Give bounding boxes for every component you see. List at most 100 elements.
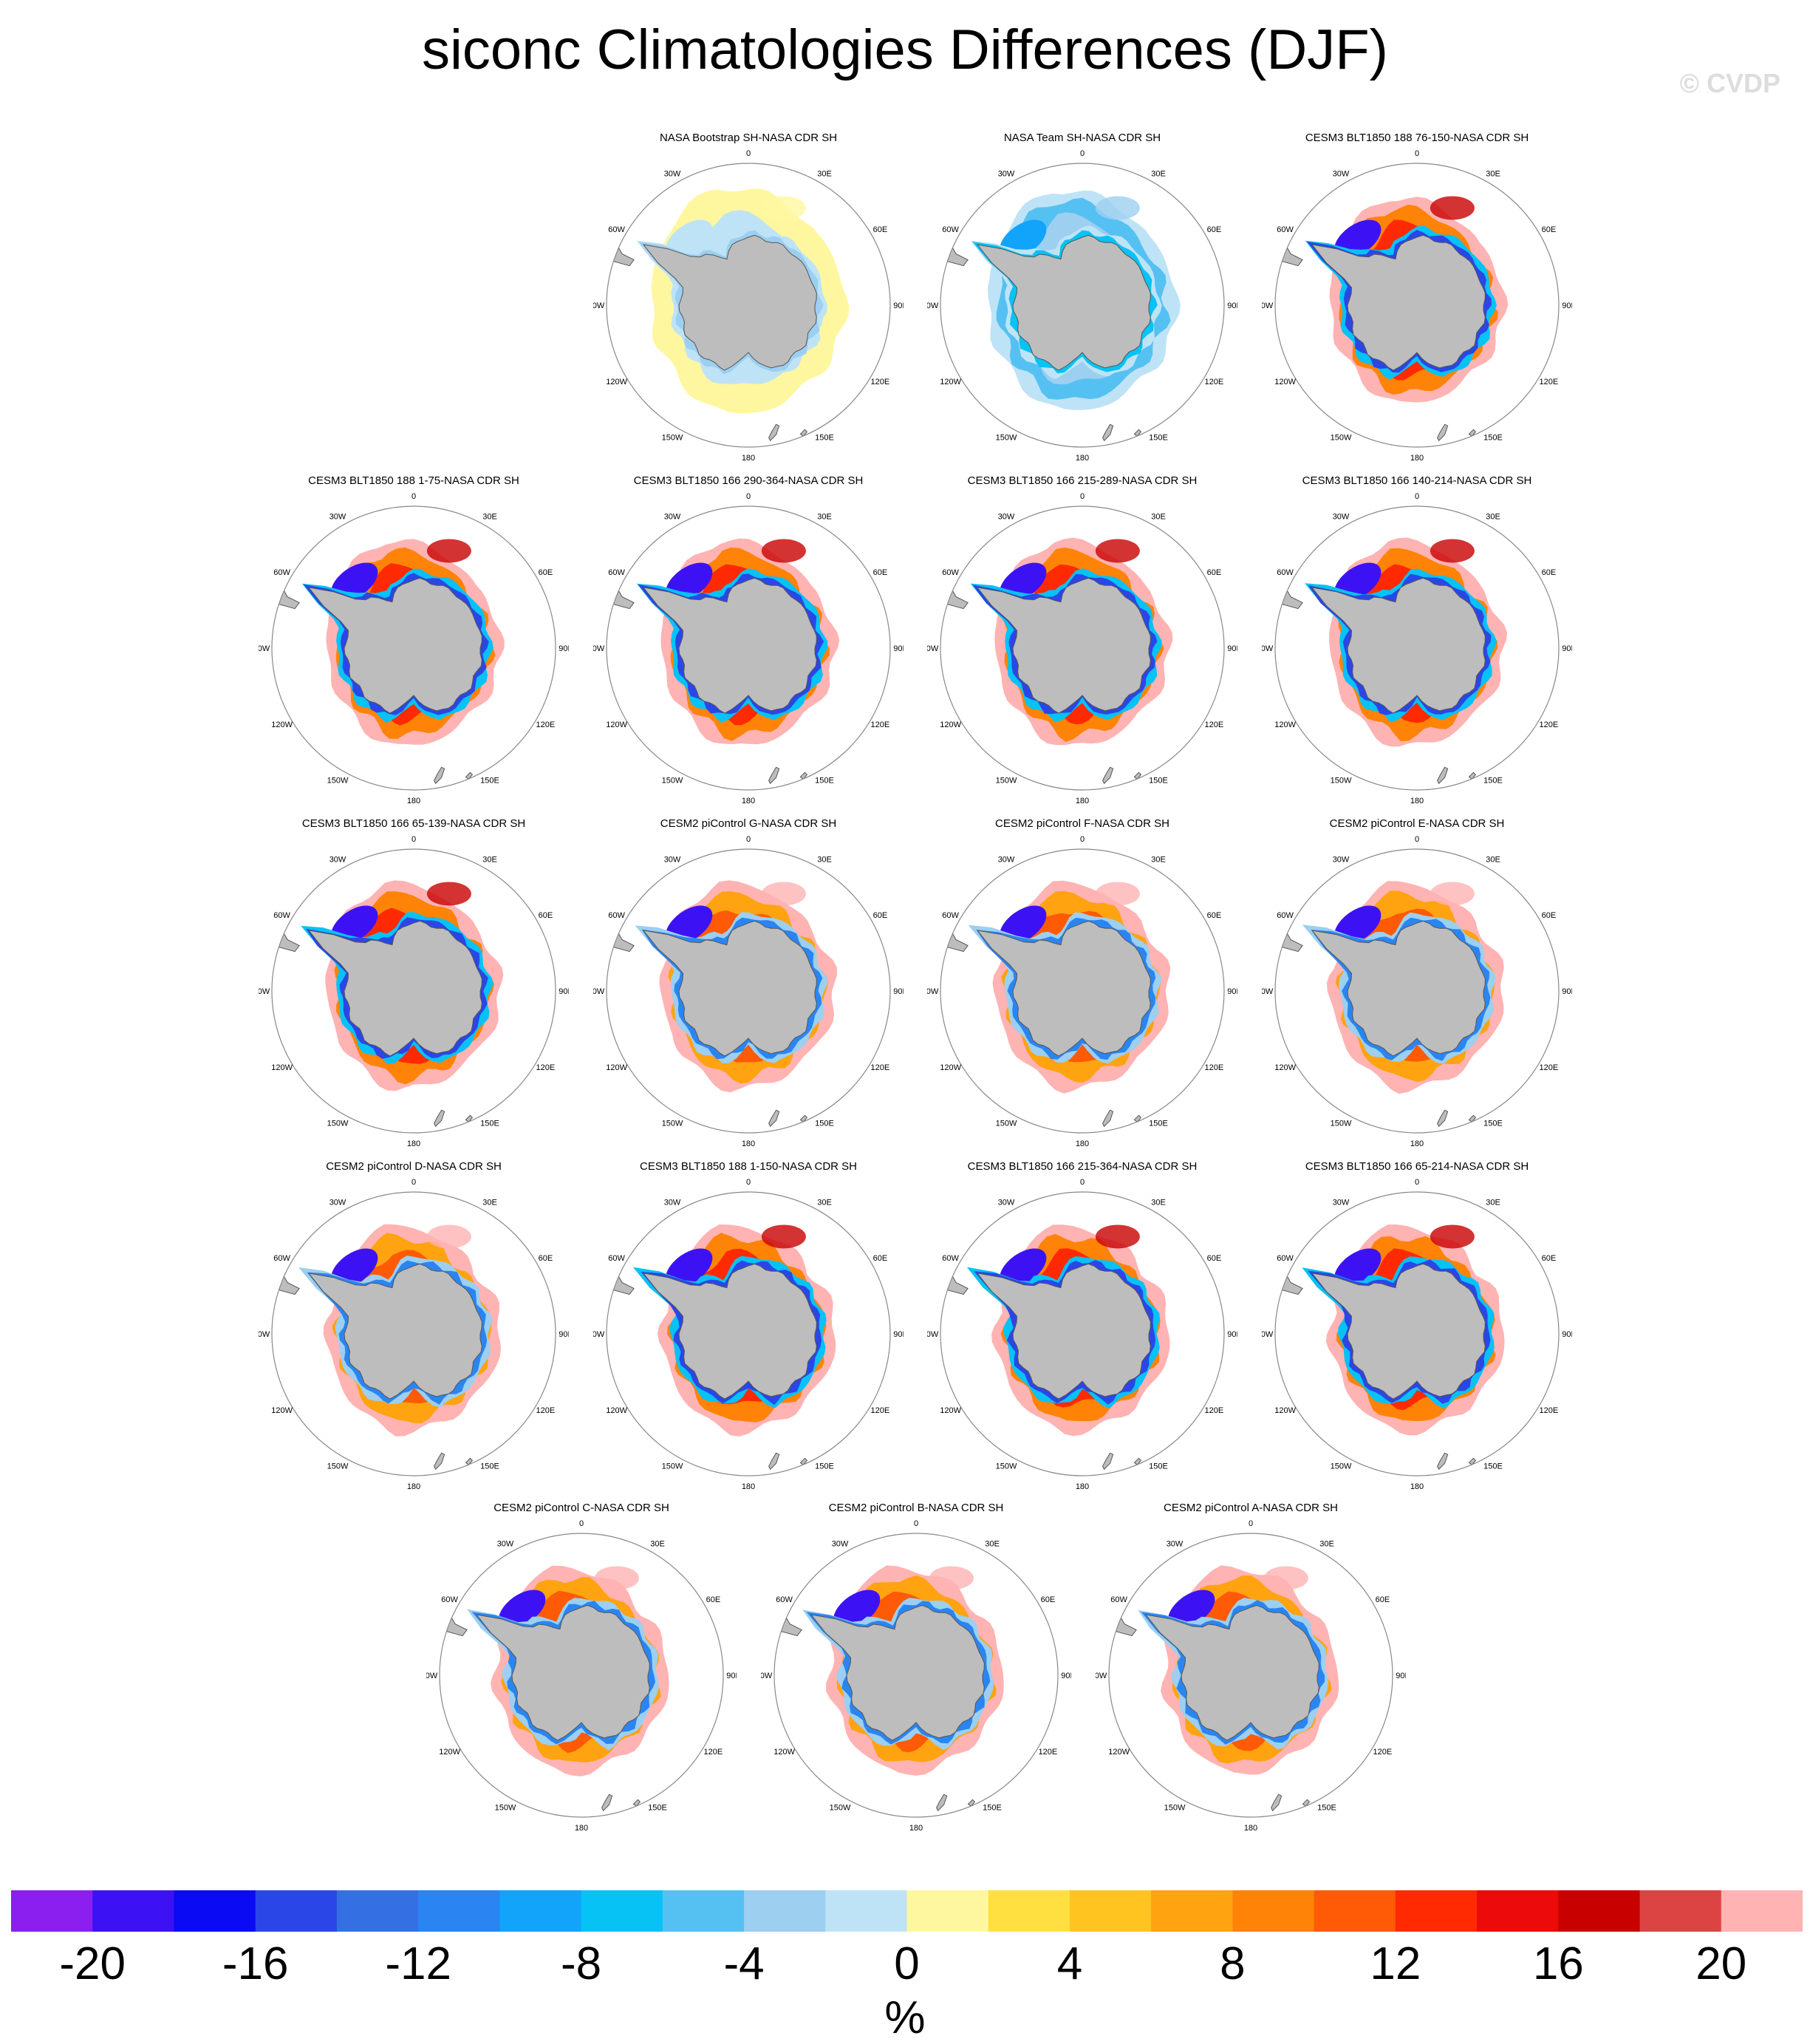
antarctica-landmass [642,920,817,1057]
longitude-label: 60E [873,225,888,234]
antarctica-landmass [1311,1263,1486,1400]
map-panel: CESM2 piControl A-NASA CDR SH 0 30E 60E 90E 1… [1096,1502,1406,1842]
map-panel: CESM3 BLT1850 188 76-150-NASA CDR SH 0 30E… [1262,132,1572,471]
longitude-label: 90W [593,644,605,653]
map-boundary [940,1191,1225,1476]
map-boundary [606,163,891,448]
map-panel: NASA Bootstrap SH-NASA CDR SH 0 30E 60E 90E 1… [593,132,904,471]
colorbar-swatch [662,1890,745,1932]
longitude-label: 150W [662,1462,683,1471]
longitude-label: 30W [1333,170,1350,179]
panel-title: CESM3 BLT1850 166 65-139-NASA CDR SH [301,817,526,830]
map-boundary [1274,848,1560,1134]
polar-map: 0 30E 60E 90E 120E 150E 180 150W 120W 90W 60W 30W [593,492,904,805]
longitude-label: 120E [704,1748,723,1757]
longitude-label: 150W [996,433,1017,442]
longitude-label: 30E [1319,1540,1334,1549]
longitude-label: 120E [1540,720,1559,729]
antarctica-landmass [475,1604,650,1741]
map-panel: CESM3 BLT1850 166 215-364-NASA CDR SH 0 30… [927,1160,1237,1500]
longitude-label: 30E [985,1540,1000,1549]
colorbar-tick-label: -20 [59,1938,126,1989]
longitude-label: 150E [983,1803,1002,1812]
longitude-label: 180 [742,797,755,805]
longitude-label: 30W [664,513,681,522]
map-boundary [940,163,1225,448]
colorbar-swatch [744,1890,826,1932]
longitude-label: 120E [871,1063,890,1072]
longitude-label: 90E [893,987,904,996]
longitude-label: 90E [1061,1672,1071,1680]
colorbar-tick-label: 12 [1370,1938,1421,1989]
map-panel: CESM3 BLT1850 166 215-289-NASA CDR SH 0 30… [927,474,1237,814]
longitude-label: 120W [940,378,961,386]
panel-title: CESM2 piControl A-NASA CDR SH [1164,1502,1338,1514]
longitude-label: 90W [927,644,939,653]
watermark: © CVDP [1679,68,1780,98]
map-boundary [606,1191,891,1476]
colorbar-tick-label: 4 [1056,1938,1083,1989]
longitude-label: 30W [998,856,1015,865]
antarctica-landmass [1311,234,1486,371]
longitude-label: 150W [996,1119,1017,1128]
antarctica-landmass [307,577,482,714]
panel-title: CESM3 BLT1850 188 76-150-NASA CDR SH [1305,132,1529,144]
longitude-label: 30W [1167,1540,1184,1549]
longitude-label: 0 [746,492,751,501]
longitude-label: 90E [1227,644,1237,653]
antarctica-landmass [1311,577,1486,714]
longitude-label: 120W [940,1063,961,1072]
longitude-label: 90W [927,987,939,996]
longitude-label: 60W [608,911,625,920]
longitude-label: 60E [706,1595,721,1604]
longitude-label: 120E [871,378,890,386]
panel-title: CESM3 BLT1850 188 1-150-NASA CDR SH [639,1160,858,1173]
longitude-label: 120E [1373,1748,1393,1757]
longitude-label: 150W [996,1462,1017,1471]
longitude-label: 150W [662,776,683,785]
longitude-label: 150W [662,1119,683,1128]
longitude-label: 90W [259,1330,270,1339]
longitude-label: 60W [273,911,290,920]
longitude-label: 120E [871,720,890,729]
longitude-label: 60E [1207,225,1222,234]
longitude-label: 30W [329,1199,346,1207]
colorbar-tick-label: -16 [222,1938,289,1989]
longitude-label: 150W [327,776,349,785]
longitude-label: 30E [1151,1199,1166,1207]
longitude-label: 120E [1205,1406,1224,1415]
longitude-label: 180 [1076,1139,1089,1148]
longitude-label: 120W [606,378,627,386]
longitude-label: 30W [497,1540,514,1549]
longitude-label: 150W [1331,433,1352,442]
polar-map: 0 30E 60E 90E 120E 150E 180 150W 120W 90W 60W 30W [593,1178,904,1491]
polar-map: 0 30E 60E 90E 120E 150E 180 150W 120W 90W 60W 30W [927,149,1237,463]
longitude-label: 90W [1262,644,1274,653]
map-panel: NASA Team SH-NASA CDR SH 0 30E 60E 90E 120E 15… [927,132,1237,471]
longitude-label: 180 [1410,1482,1424,1491]
longitude-label: 90E [1562,1330,1572,1339]
map-panel: CESM2 piControl G-NASA CDR SH 0 30E 60E 90E 1… [593,817,904,1157]
longitude-label: 30W [329,513,346,522]
longitude-label: 180 [407,1139,420,1148]
longitude-label: 60W [776,1595,793,1604]
longitude-label: 120W [1274,1406,1296,1415]
map-boundary [606,848,891,1134]
map-boundary [1274,163,1560,448]
longitude-label: 150E [1149,433,1168,442]
longitude-label: 120E [536,1406,556,1415]
longitude-label: 120W [271,1063,293,1072]
longitude-label: 120W [606,720,627,729]
polar-map: 0 30E 60E 90E 120E 150E 180 150W 120W 90W 60W 30W [927,1178,1237,1491]
longitude-label: 30E [482,513,497,522]
antarctica-landmass [810,1604,985,1741]
longitude-label: 0 [411,492,416,501]
longitude-label: 180 [1076,797,1089,805]
longitude-label: 60E [1207,911,1222,920]
panel-title: CESM3 BLT1850 166 140-214-NASA CDR SH [1302,474,1532,487]
longitude-label: 60E [1542,911,1557,920]
longitude-label: 90W [761,1672,773,1680]
longitude-label: 60W [273,1254,290,1263]
polar-map: 0 30E 60E 90E 120E 150E 180 150W 120W 90W 60W 30W [1262,1178,1572,1491]
longitude-label: 60W [1277,1254,1294,1263]
